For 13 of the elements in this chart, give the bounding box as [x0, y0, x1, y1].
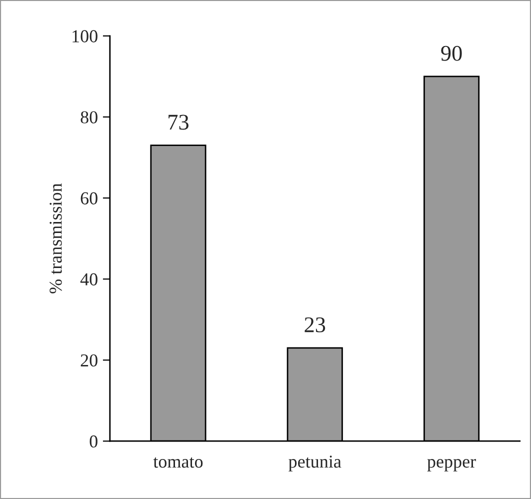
y-tick-label: 0	[90, 435, 98, 448]
y-axis-title: % transmission	[50, 183, 62, 294]
y-tick-label: 100	[72, 30, 98, 42]
data-label: 90	[441, 46, 462, 61]
y-tick-label: 40	[80, 273, 98, 286]
x-tick-label: petunia	[288, 456, 342, 472]
y-tick-label: 20	[80, 354, 98, 367]
x-tick-label: tomato	[153, 457, 203, 468]
data-label: 73	[168, 114, 188, 130]
x-tick-label: pepper	[427, 459, 476, 472]
y-tick-label: 60	[80, 192, 98, 204]
y-tick-label: 80	[80, 111, 98, 124]
data-label: 23	[304, 317, 326, 332]
